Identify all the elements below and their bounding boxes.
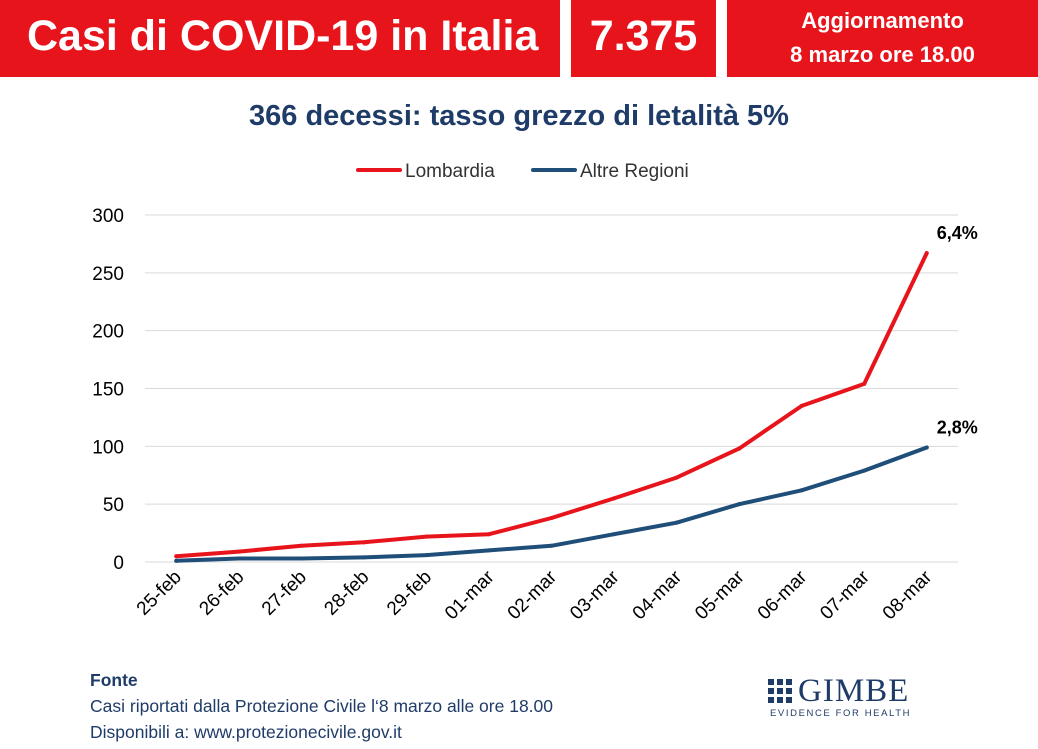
logo-tagline: EVIDENCE FOR HEALTH bbox=[770, 708, 912, 719]
update-date: 8 marzo ore 18.00 bbox=[790, 42, 975, 67]
logo-name: GIMBE bbox=[798, 673, 910, 709]
y-tick-label-150: 150 bbox=[92, 380, 124, 401]
x-tick-label-03-mar: 03-mar bbox=[566, 566, 624, 624]
data-point-0-4 bbox=[424, 534, 429, 539]
data-point-0-0 bbox=[174, 554, 179, 559]
data-point-0-12 bbox=[924, 251, 929, 256]
x-tick-label-27-feb: 27-feb bbox=[258, 567, 311, 620]
gimbe-logo-icon bbox=[768, 679, 792, 703]
data-point-1-3 bbox=[361, 555, 366, 560]
x-tick-label-05-mar: 05-mar bbox=[691, 566, 749, 624]
data-point-0-5 bbox=[486, 532, 491, 537]
series-line-0 bbox=[174, 251, 929, 559]
header-title-banner: Casi di COVID-19 in Italia bbox=[0, 0, 560, 77]
source-line-2: Disponibili a: www.protezionecivile.gov.… bbox=[90, 722, 402, 742]
gimbe-logo: GIMBE EVIDENCE FOR HEALTH bbox=[768, 673, 918, 723]
x-tick-label-07-mar: 07-mar bbox=[816, 566, 874, 624]
x-tick-label-25-feb: 25-feb bbox=[133, 567, 186, 620]
data-point-0-11 bbox=[862, 381, 867, 386]
data-point-1-10 bbox=[799, 488, 804, 493]
source-line-1: Casi riportati dalla Protezione Civile l… bbox=[90, 696, 553, 716]
data-point-1-8 bbox=[674, 520, 679, 525]
data-point-0-2 bbox=[299, 543, 304, 548]
data-point-1-11 bbox=[862, 468, 867, 473]
x-tick-label-26-feb: 26-feb bbox=[195, 567, 248, 620]
case-count: 7.375 bbox=[589, 12, 698, 60]
x-tick-label-08-mar: 08-mar bbox=[879, 566, 937, 624]
end-label-1: 2,8% bbox=[937, 417, 978, 437]
y-tick-label-250: 250 bbox=[92, 264, 124, 285]
header-title: Casi di COVID-19 in Italia bbox=[27, 12, 539, 60]
header-count-banner: 7.375 bbox=[571, 0, 716, 77]
data-point-0-6 bbox=[549, 516, 554, 521]
data-point-0-7 bbox=[612, 496, 617, 501]
data-point-1-4 bbox=[424, 553, 429, 558]
x-tick-label-02-mar: 02-mar bbox=[504, 566, 562, 624]
data-point-1-5 bbox=[486, 548, 491, 553]
x-tick-label-29-feb: 29-feb bbox=[383, 567, 436, 620]
y-tick-label-100: 100 bbox=[92, 437, 124, 458]
legend-label-0: Lombardia bbox=[405, 161, 495, 182]
update-label: Aggiornamento bbox=[801, 8, 964, 33]
data-point-1-6 bbox=[549, 543, 554, 548]
legend-label-1: Altre Regioni bbox=[580, 161, 689, 182]
header-update-banner: Aggiornamento 8 marzo ore 18.00 bbox=[727, 0, 1038, 77]
y-tick-label-50: 50 bbox=[103, 495, 124, 516]
data-point-0-1 bbox=[236, 549, 241, 554]
x-tick-label-01-mar: 01-mar bbox=[441, 566, 499, 624]
data-point-0-9 bbox=[737, 446, 742, 451]
chart-title: 366 decessi: tasso grezzo di letalità 5% bbox=[249, 100, 789, 132]
x-tick-label-28-feb: 28-feb bbox=[320, 567, 373, 620]
data-point-0-3 bbox=[361, 540, 366, 545]
data-point-1-12 bbox=[924, 445, 929, 450]
data-point-1-0 bbox=[174, 558, 179, 563]
data-point-0-8 bbox=[674, 475, 679, 480]
source-block: Fonte Casi riportati dalla Protezione Ci… bbox=[90, 667, 553, 745]
end-label-0: 6,4% bbox=[937, 223, 978, 243]
y-tick-label-0: 0 bbox=[113, 553, 124, 574]
data-point-1-2 bbox=[299, 556, 304, 561]
x-tick-label-04-mar: 04-mar bbox=[629, 566, 687, 624]
data-point-1-1 bbox=[236, 556, 241, 561]
data-point-1-9 bbox=[737, 502, 742, 507]
y-tick-label-300: 300 bbox=[92, 206, 124, 227]
data-point-0-10 bbox=[799, 403, 804, 408]
y-tick-label-200: 200 bbox=[92, 322, 124, 343]
x-tick-label-06-mar: 06-mar bbox=[754, 566, 812, 624]
data-point-1-7 bbox=[612, 532, 617, 537]
source-heading: Fonte bbox=[90, 670, 138, 690]
